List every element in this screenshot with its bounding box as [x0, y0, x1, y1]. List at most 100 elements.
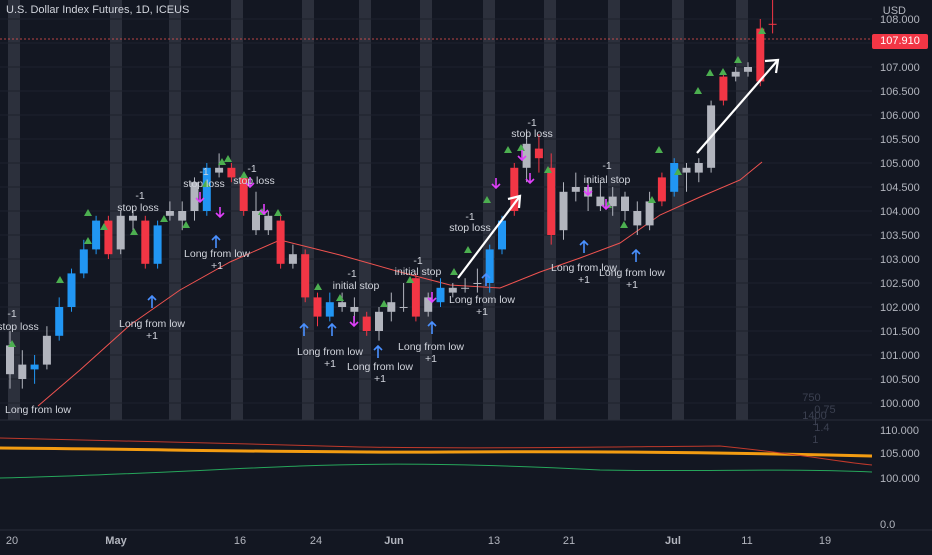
signal-annotation: Long from low — [5, 404, 71, 416]
y-tick-label: 106.500 — [880, 86, 920, 98]
signal-annotation: -1 — [527, 117, 536, 129]
entry-marker-green — [56, 276, 64, 283]
signal-annotation: initial stop — [584, 174, 631, 186]
candle-body — [18, 364, 27, 379]
candle-body — [239, 177, 248, 211]
entry-marker-green — [464, 246, 472, 253]
long-arrow-icon — [147, 294, 157, 308]
candle-body — [79, 249, 88, 274]
entry-marker-green — [544, 166, 552, 173]
signal-annotation: stop loss — [0, 321, 39, 333]
entry-marker-green — [706, 69, 714, 76]
candle-body — [141, 220, 150, 264]
candle-body — [387, 302, 396, 312]
candle-body — [731, 71, 740, 77]
x-tick-label: 21 — [563, 535, 575, 547]
stop-arrow-icon — [601, 199, 611, 211]
entry-marker-green — [655, 146, 663, 153]
signal-annotation: stop loss — [117, 202, 158, 214]
y-tick-label: 102.500 — [880, 278, 920, 290]
y-tick-label: 105.500 — [880, 134, 920, 146]
entry-marker-green — [224, 155, 232, 162]
candle-body — [6, 345, 14, 375]
candle-body — [153, 225, 162, 264]
candle-body — [768, 23, 777, 25]
last-price-tag: 107.910 — [872, 34, 928, 49]
entry-marker-green — [182, 221, 190, 228]
candle-body — [252, 211, 260, 231]
long-arrow-icon — [427, 320, 437, 334]
candle-body — [30, 364, 39, 370]
signal-annotation: +1 — [578, 274, 590, 286]
session-band-10 — [608, 0, 620, 420]
candle-body — [325, 302, 334, 317]
signal-annotation: Long from low — [449, 294, 515, 306]
candle-body — [608, 196, 617, 207]
stop-arrow-icon — [491, 178, 501, 190]
signal-annotation: stop loss — [449, 222, 490, 234]
candle-body — [534, 148, 543, 159]
candle-body — [313, 297, 322, 317]
trend-arrow-2-head — [764, 58, 780, 74]
osc-y-tick-label: 110.000 — [880, 425, 919, 437]
signal-annotation: stop loss — [233, 175, 274, 187]
y-tick-label: 103.000 — [880, 254, 920, 266]
candle-body — [350, 307, 359, 312]
signal-annotation: stop loss — [511, 128, 552, 140]
signal-annotation: -1 — [413, 255, 422, 267]
candle-body — [473, 283, 482, 284]
signal-annotation: stop loss — [183, 178, 224, 190]
signal-annotation: +1 — [146, 330, 158, 342]
y-tick-label: 101.500 — [880, 326, 920, 338]
candle-body — [498, 220, 506, 250]
entry-marker-green — [130, 228, 138, 235]
entry-marker-green — [758, 27, 766, 34]
stop-arrow-icon — [259, 204, 269, 216]
signal-annotation: -1 — [135, 190, 144, 202]
entry-marker-green — [450, 268, 458, 275]
entry-marker-green — [8, 340, 16, 347]
candle-body — [129, 215, 137, 221]
candle-body — [92, 220, 101, 250]
legend-row-1-v1: 0.75 — [814, 404, 836, 416]
y-tick-label: 105.000 — [880, 158, 920, 170]
stop-arrow-icon — [517, 150, 527, 162]
candle-body — [461, 287, 470, 289]
candle-body — [756, 28, 765, 82]
y-tick-label: 103.500 — [880, 230, 920, 242]
entry-marker-green — [648, 196, 656, 203]
stop-arrow-icon — [349, 316, 359, 328]
candle-body — [694, 163, 703, 173]
entry-marker-green — [218, 158, 226, 165]
signal-annotation: +1 — [374, 373, 386, 385]
y-tick-label: 104.000 — [880, 206, 920, 218]
candle-body — [448, 287, 457, 293]
candle-body — [202, 167, 211, 211]
oscillator-green-line — [0, 463, 873, 479]
signal-annotation: Long from low — [551, 262, 617, 274]
candle-body — [301, 254, 310, 298]
entry-marker-green — [314, 283, 322, 290]
candle-body — [116, 215, 125, 250]
long-arrow-icon — [631, 248, 641, 262]
stop-arrow-icon — [195, 192, 205, 204]
signal-annotation: Long from low — [398, 341, 464, 353]
signal-annotation: +1 — [425, 353, 437, 365]
chart-title: U.S. Dollar Index Futures, 1D, ICEUS — [6, 4, 190, 16]
session-band-6 — [359, 0, 371, 420]
session-band-3 — [169, 0, 181, 420]
signal-annotation: Long from low — [119, 318, 185, 330]
candle-body — [744, 67, 752, 72]
candle-body — [411, 278, 420, 317]
candle-body — [424, 297, 433, 312]
y-tick-label: 107.000 — [880, 62, 920, 74]
session-band-1 — [8, 0, 20, 420]
session-band-8 — [483, 0, 495, 420]
candle-body — [596, 196, 605, 207]
entry-marker-green — [483, 196, 491, 203]
osc-y-tick-label: 0.0 — [880, 519, 895, 531]
signal-annotation: -1 — [602, 160, 611, 172]
x-tick-label: 24 — [310, 535, 322, 547]
